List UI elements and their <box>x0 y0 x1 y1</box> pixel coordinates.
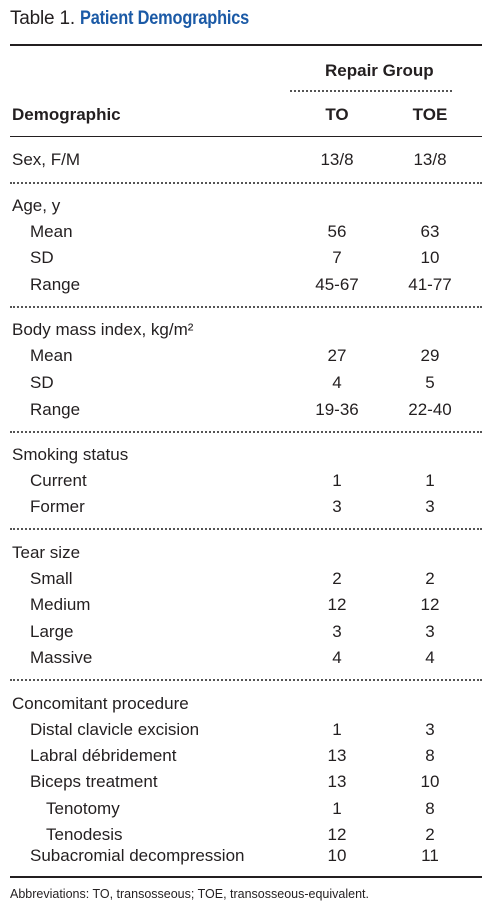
header-col-to: TO <box>325 105 349 124</box>
row-tenotomy-toe: 8 <box>425 799 435 818</box>
row-label-bmi-mean: Mean <box>30 346 73 365</box>
row-bmi-sd-toe: 5 <box>425 373 435 392</box>
row-label-age-range: Range <box>30 275 81 294</box>
row-label-sex: Sex, F/M <box>12 150 81 169</box>
row-age-range-toe: 41-77 <box>408 275 452 294</box>
row-label-age-mean: Mean <box>30 222 73 241</box>
row-biceps-toe: 10 <box>420 772 440 791</box>
section-label-bmi: Body mass index, kg/m² <box>12 320 194 339</box>
row-label-age-sd: SD <box>30 248 54 267</box>
row-tenodesis-to: 12 <box>327 825 347 844</box>
row-age-mean-to: 56 <box>327 222 347 241</box>
header-col-toe: TOE <box>412 105 448 124</box>
section-divider <box>10 679 482 681</box>
row-subacromial-to: 10 <box>327 846 347 865</box>
top-rule <box>10 44 482 46</box>
section-divider <box>10 528 482 530</box>
header-demographic: Demographic <box>12 105 121 124</box>
row-label-bmi-sd: SD <box>30 373 54 392</box>
bottom-rule <box>10 876 482 878</box>
row-label-tear-massive: Massive <box>30 648 93 667</box>
section-divider <box>10 306 482 308</box>
row-label-smoking-current: Current <box>30 471 87 490</box>
row-label-tear-small: Small <box>30 569 73 588</box>
row-bmi-sd-to: 4 <box>332 373 342 392</box>
row-label-bmi-range: Range <box>30 400 81 419</box>
row-tear-large-to: 3 <box>332 622 342 641</box>
row-bmi-range-toe: 22-40 <box>408 400 452 419</box>
row-bmi-mean-to: 27 <box>327 346 347 365</box>
row-label-tenodesis: Tenodesis <box>46 825 123 844</box>
row-smoking-former-toe: 3 <box>425 497 435 516</box>
row-tenotomy-to: 1 <box>332 799 342 818</box>
row-age-sd-to: 7 <box>332 248 342 267</box>
row-label-tenotomy: Tenotomy <box>46 799 120 818</box>
row-age-sd-toe: 10 <box>420 248 440 267</box>
row-label-distal-clavicle: Distal clavicle excision <box>30 720 200 739</box>
row-tear-medium-toe: 12 <box>420 595 440 614</box>
row-tear-large-toe: 3 <box>425 622 435 641</box>
table-footnote: Abbreviations: TO, transosseous; TOE, tr… <box>10 887 369 901</box>
row-tear-small-to: 2 <box>332 569 342 588</box>
header-rule <box>10 136 482 137</box>
table-label: Table 1. <box>10 8 75 29</box>
section-divider <box>10 182 482 184</box>
section-divider <box>10 431 482 433</box>
row-bmi-range-to: 19-36 <box>315 400 359 419</box>
section-label-tear-size: Tear size <box>12 543 81 562</box>
row-distal-clavicle-to: 1 <box>332 720 342 739</box>
table-title: Table 1. Patient Demographics <box>10 8 277 30</box>
row-smoking-former-to: 3 <box>332 497 342 516</box>
row-label-tear-medium: Medium <box>30 595 91 614</box>
row-tear-medium-to: 12 <box>327 595 347 614</box>
section-label-concomitant: Concomitant procedure <box>12 694 189 713</box>
row-distal-clavicle-toe: 3 <box>425 720 435 739</box>
row-labral-toe: 8 <box>425 746 435 765</box>
row-tear-massive-toe: 4 <box>425 648 435 667</box>
row-sex-to: 13/8 <box>320 150 354 169</box>
row-tear-massive-to: 4 <box>332 648 342 667</box>
row-age-mean-toe: 63 <box>420 222 440 241</box>
header-group-dots <box>290 90 452 92</box>
row-label-biceps: Biceps treatment <box>30 772 158 791</box>
row-smoking-current-to: 1 <box>332 471 342 490</box>
section-label-smoking: Smoking status <box>12 445 129 464</box>
row-bmi-mean-toe: 29 <box>420 346 440 365</box>
row-smoking-current-toe: 1 <box>425 471 435 490</box>
row-label-labral: Labral débridement <box>30 746 177 765</box>
row-subacromial-toe: 11 <box>421 846 439 865</box>
row-label-subacromial: Subacromial decompression <box>30 846 245 865</box>
row-biceps-to: 13 <box>327 772 347 791</box>
section-label-age: Age, y <box>12 196 61 215</box>
row-tear-small-toe: 2 <box>425 569 435 588</box>
row-age-range-to: 45-67 <box>315 275 359 294</box>
row-label-smoking-former: Former <box>30 497 85 516</box>
row-label-tear-large: Large <box>30 622 74 641</box>
row-labral-to: 13 <box>327 746 347 765</box>
header-repair-group: Repair Group <box>325 61 434 80</box>
row-sex-toe: 13/8 <box>413 150 447 169</box>
row-tenodesis-toe: 2 <box>425 825 435 844</box>
table-name: Patient Demographics <box>80 8 250 29</box>
